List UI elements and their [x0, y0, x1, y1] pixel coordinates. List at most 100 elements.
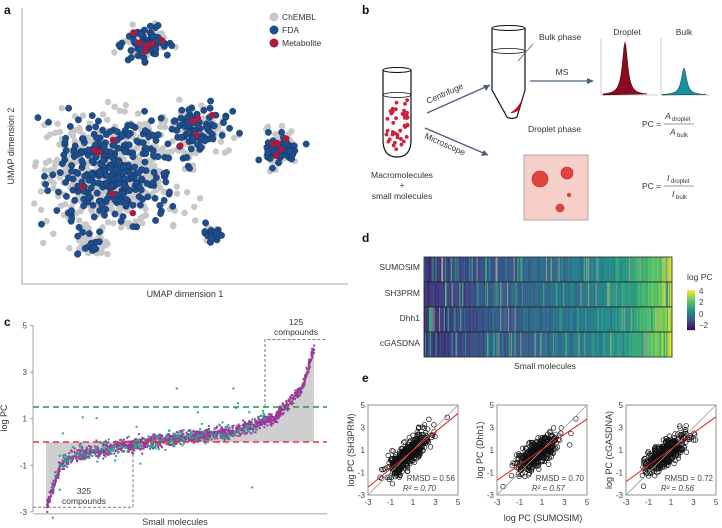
data-point — [257, 421, 260, 424]
fda-point — [126, 187, 133, 195]
fda-point — [132, 178, 140, 186]
molecule-dot — [394, 147, 399, 152]
data-point — [299, 386, 302, 389]
fda-point — [99, 126, 106, 134]
data-point — [215, 427, 218, 430]
fda-point — [152, 217, 159, 224]
area-fill — [46, 344, 314, 505]
data-point — [117, 451, 120, 454]
data-point — [231, 433, 234, 436]
data-point — [234, 430, 237, 433]
fda-point — [69, 186, 77, 194]
data-point — [221, 428, 224, 431]
data-point — [192, 436, 195, 439]
fda-point — [209, 135, 217, 143]
data-point — [224, 436, 227, 439]
data-point — [129, 446, 132, 449]
data-point — [235, 426, 238, 429]
data-point — [177, 435, 180, 438]
data-point — [78, 444, 81, 447]
chembl-point — [217, 138, 225, 145]
data-point — [59, 461, 62, 464]
chembl-point — [98, 248, 105, 255]
data-point — [277, 411, 280, 414]
x-axis-label: Small molecules — [514, 361, 576, 371]
chembl-point — [200, 114, 207, 122]
chembl-point — [104, 240, 111, 248]
chembl-point — [138, 219, 146, 227]
data-point — [179, 442, 182, 445]
fda-point — [85, 124, 93, 132]
data-point — [162, 437, 165, 440]
data-point — [290, 401, 293, 404]
equation-numerator-sub: droplet — [671, 179, 690, 185]
chembl-point — [117, 224, 125, 231]
data-point — [247, 429, 250, 432]
data-point — [85, 453, 88, 456]
fda-point — [133, 137, 141, 145]
fda-point — [53, 207, 61, 214]
data-point — [282, 412, 285, 415]
annotation-label-top: compounds — [274, 327, 318, 337]
data-point — [244, 433, 247, 436]
data-point — [52, 479, 55, 482]
data-point — [103, 453, 106, 456]
fda-point — [129, 223, 137, 231]
chembl-point — [142, 205, 149, 213]
data-point — [115, 454, 118, 457]
x-axis-label: Small molecules — [142, 517, 208, 527]
data-point — [157, 448, 160, 451]
fda-point — [146, 22, 154, 30]
fda-point — [66, 123, 74, 130]
data-point — [189, 433, 192, 436]
data-point — [80, 442, 83, 445]
molecule-dot — [391, 121, 396, 125]
data-point — [232, 429, 235, 432]
data-point — [81, 446, 84, 449]
data-point — [216, 437, 219, 440]
fda-point — [100, 157, 107, 165]
fda-point — [119, 169, 127, 177]
molecule-dot — [401, 139, 406, 144]
data-point — [238, 434, 241, 437]
data-point — [126, 450, 129, 453]
chembl-point — [160, 188, 167, 195]
chembl-point — [137, 214, 144, 222]
fda-point — [154, 131, 162, 139]
data-point — [269, 422, 272, 425]
fda-point — [145, 133, 153, 141]
data-point — [185, 431, 188, 434]
fda-point — [88, 171, 96, 178]
data-point — [226, 438, 229, 441]
data-point — [136, 447, 139, 450]
chembl-point — [99, 111, 107, 118]
fda-point — [269, 164, 276, 172]
data-point — [147, 435, 150, 438]
chembl-point — [32, 162, 39, 170]
x-axis-label: UMAP dimension 1 — [147, 289, 224, 299]
chembl-point — [225, 147, 233, 154]
data-point — [266, 420, 269, 423]
data-point — [266, 424, 269, 427]
data-point — [208, 431, 211, 434]
chembl-point — [135, 158, 142, 166]
data-point — [84, 457, 87, 460]
row-label: SH3PRM — [385, 288, 420, 298]
panel-label-a: a — [4, 3, 11, 17]
fda-point — [60, 151, 68, 159]
chembl-point — [121, 108, 128, 115]
data-point — [48, 499, 51, 502]
fda-point — [168, 125, 176, 133]
fda-point — [45, 118, 52, 126]
data-point — [289, 397, 292, 400]
umap-points — [31, 19, 310, 258]
y-tick-label: -1 — [20, 461, 28, 470]
metabolite-point — [273, 152, 280, 159]
data-point — [54, 477, 57, 480]
fda-point — [164, 140, 172, 148]
data-point — [254, 420, 257, 423]
molecule-dot — [394, 100, 399, 105]
data-point — [279, 406, 282, 409]
mixture-label-line1: Macromolecules — [371, 170, 433, 180]
molecule-dot — [402, 108, 406, 113]
